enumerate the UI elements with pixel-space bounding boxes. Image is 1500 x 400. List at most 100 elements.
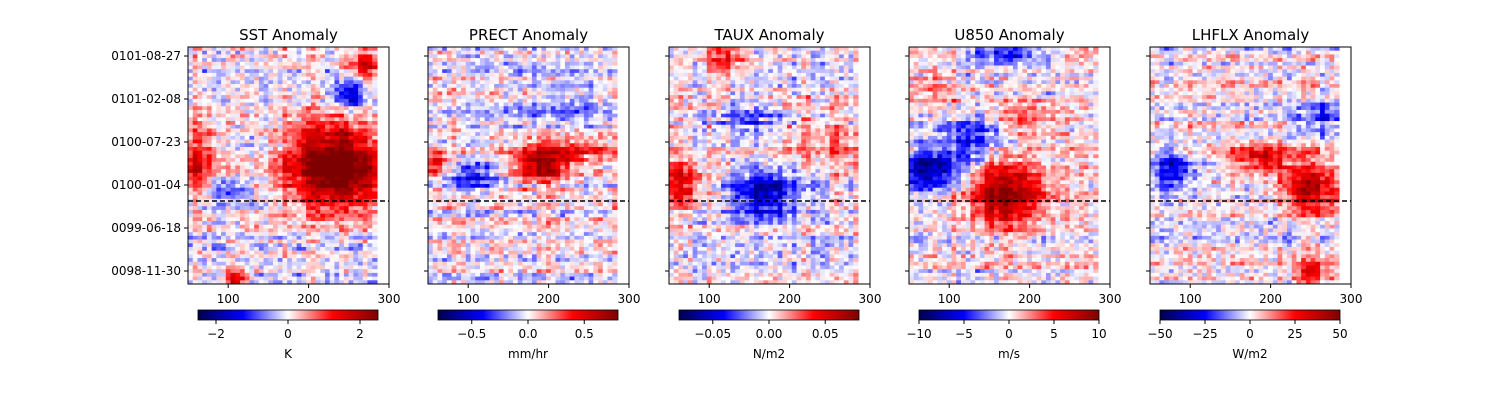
heatmap-cell xyxy=(301,243,307,248)
heatmap-cell xyxy=(372,76,378,81)
heatmap-cell xyxy=(188,202,194,207)
heatmap-cell xyxy=(343,154,350,159)
heatmap-cell xyxy=(607,146,613,152)
heatmap-cell xyxy=(508,47,514,52)
heatmap-cell xyxy=(202,209,208,215)
heatmap-cell xyxy=(513,117,519,122)
heatmap-cell xyxy=(216,143,222,148)
heatmap-cell xyxy=(225,72,232,78)
heatmap-cell xyxy=(358,54,364,59)
heatmap-cell xyxy=(258,276,265,281)
heatmap-cell xyxy=(598,54,604,59)
heatmap-cell xyxy=(282,113,288,118)
heatmap-cell xyxy=(541,121,547,126)
heatmap-cell xyxy=(301,254,307,259)
heatmap-cell xyxy=(202,69,208,74)
heatmap-cell xyxy=(211,184,217,189)
heatmap-cell xyxy=(489,124,495,130)
heatmap-cell xyxy=(513,50,519,55)
heatmap-cell xyxy=(470,154,476,159)
heatmap-cell xyxy=(560,217,566,222)
heatmap-cell xyxy=(451,61,457,67)
heatmap-cell xyxy=(320,150,326,155)
heatmap-cell xyxy=(192,243,199,248)
heatmap-cell xyxy=(339,87,345,93)
heatmap-cell xyxy=(432,165,439,170)
heatmap-cell xyxy=(527,158,533,163)
heatmap-cell xyxy=(348,254,354,259)
heatmap-cell xyxy=(465,109,472,115)
heatmap-cell xyxy=(432,106,439,111)
heatmap-cell xyxy=(607,154,613,159)
heatmap-cell xyxy=(268,95,274,100)
heatmap-cell xyxy=(574,180,580,185)
heatmap-cell xyxy=(513,124,519,130)
heatmap-cell xyxy=(249,172,255,178)
heatmap-cell xyxy=(287,235,293,241)
heatmap-cell xyxy=(188,113,194,118)
heatmap-cell xyxy=(244,50,250,55)
heatmap-cell xyxy=(531,91,538,96)
heatmap-cell xyxy=(508,265,514,270)
heatmap-cell xyxy=(225,80,232,85)
heatmap-cell xyxy=(555,232,561,237)
heatmap-cell xyxy=(503,224,509,230)
heatmap-cell xyxy=(273,187,279,193)
heatmap-cell xyxy=(465,254,472,259)
heatmap-cell xyxy=(254,87,260,93)
heatmap-cell xyxy=(451,172,457,178)
heatmap-cell xyxy=(560,158,566,163)
heatmap-cell xyxy=(244,254,250,259)
heatmap-cell xyxy=(216,239,222,244)
heatmap-cell xyxy=(301,272,307,278)
heatmap-cell xyxy=(517,176,524,181)
heatmap-cell xyxy=(235,95,241,100)
heatmap-cell xyxy=(362,161,369,167)
heatmap-cell xyxy=(503,198,509,204)
heatmap-cell xyxy=(254,221,260,226)
heatmap-cell xyxy=(456,239,462,244)
heatmap-cell xyxy=(362,87,369,93)
heatmap-cell xyxy=(273,280,279,284)
heatmap-cell xyxy=(291,124,298,130)
heatmap-cell xyxy=(588,265,594,270)
heatmap-cell xyxy=(291,113,298,118)
heatmap-cell xyxy=(353,217,359,222)
heatmap-cell xyxy=(296,102,302,107)
heatmap-cell xyxy=(437,261,443,267)
heatmap-cell xyxy=(479,50,486,55)
heatmap-cell xyxy=(475,184,481,189)
heatmap-cell xyxy=(343,165,350,170)
heatmap-cell xyxy=(583,150,590,155)
heatmap-cell xyxy=(569,217,576,222)
heatmap-cell xyxy=(315,84,321,89)
heatmap-cell xyxy=(254,165,260,170)
heatmap-cell xyxy=(197,154,203,159)
heatmap-cell xyxy=(498,95,505,100)
heatmap-cell xyxy=(239,232,246,237)
heatmap-cell xyxy=(607,150,613,155)
heatmap-cell xyxy=(560,254,566,259)
heatmap-cell xyxy=(470,169,476,174)
heatmap-cell xyxy=(564,54,571,59)
heatmap-cell xyxy=(470,176,476,181)
heatmap-cell xyxy=(456,65,462,70)
heatmap-cell xyxy=(225,191,232,196)
heatmap-cell xyxy=(329,87,336,93)
heatmap-cell xyxy=(550,113,557,118)
heatmap-cell xyxy=(579,258,585,263)
heatmap-cell xyxy=(221,161,227,167)
heatmap-cell xyxy=(225,246,232,252)
heatmap-cell xyxy=(211,224,217,230)
heatmap-cell xyxy=(574,254,580,259)
heatmap-cell xyxy=(489,58,495,63)
heatmap-cell xyxy=(428,254,434,259)
heatmap-cell xyxy=(560,154,566,159)
heatmap-cell xyxy=(197,184,203,189)
heatmap-cell xyxy=(244,69,250,74)
heatmap-cell xyxy=(329,69,336,74)
heatmap-cell xyxy=(315,180,321,185)
heatmap-cell xyxy=(451,261,457,267)
heatmap-cell xyxy=(607,206,613,211)
heatmap-cell xyxy=(475,221,481,226)
